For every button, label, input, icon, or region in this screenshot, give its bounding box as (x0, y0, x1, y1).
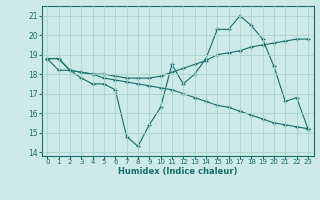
X-axis label: Humidex (Indice chaleur): Humidex (Indice chaleur) (118, 167, 237, 176)
